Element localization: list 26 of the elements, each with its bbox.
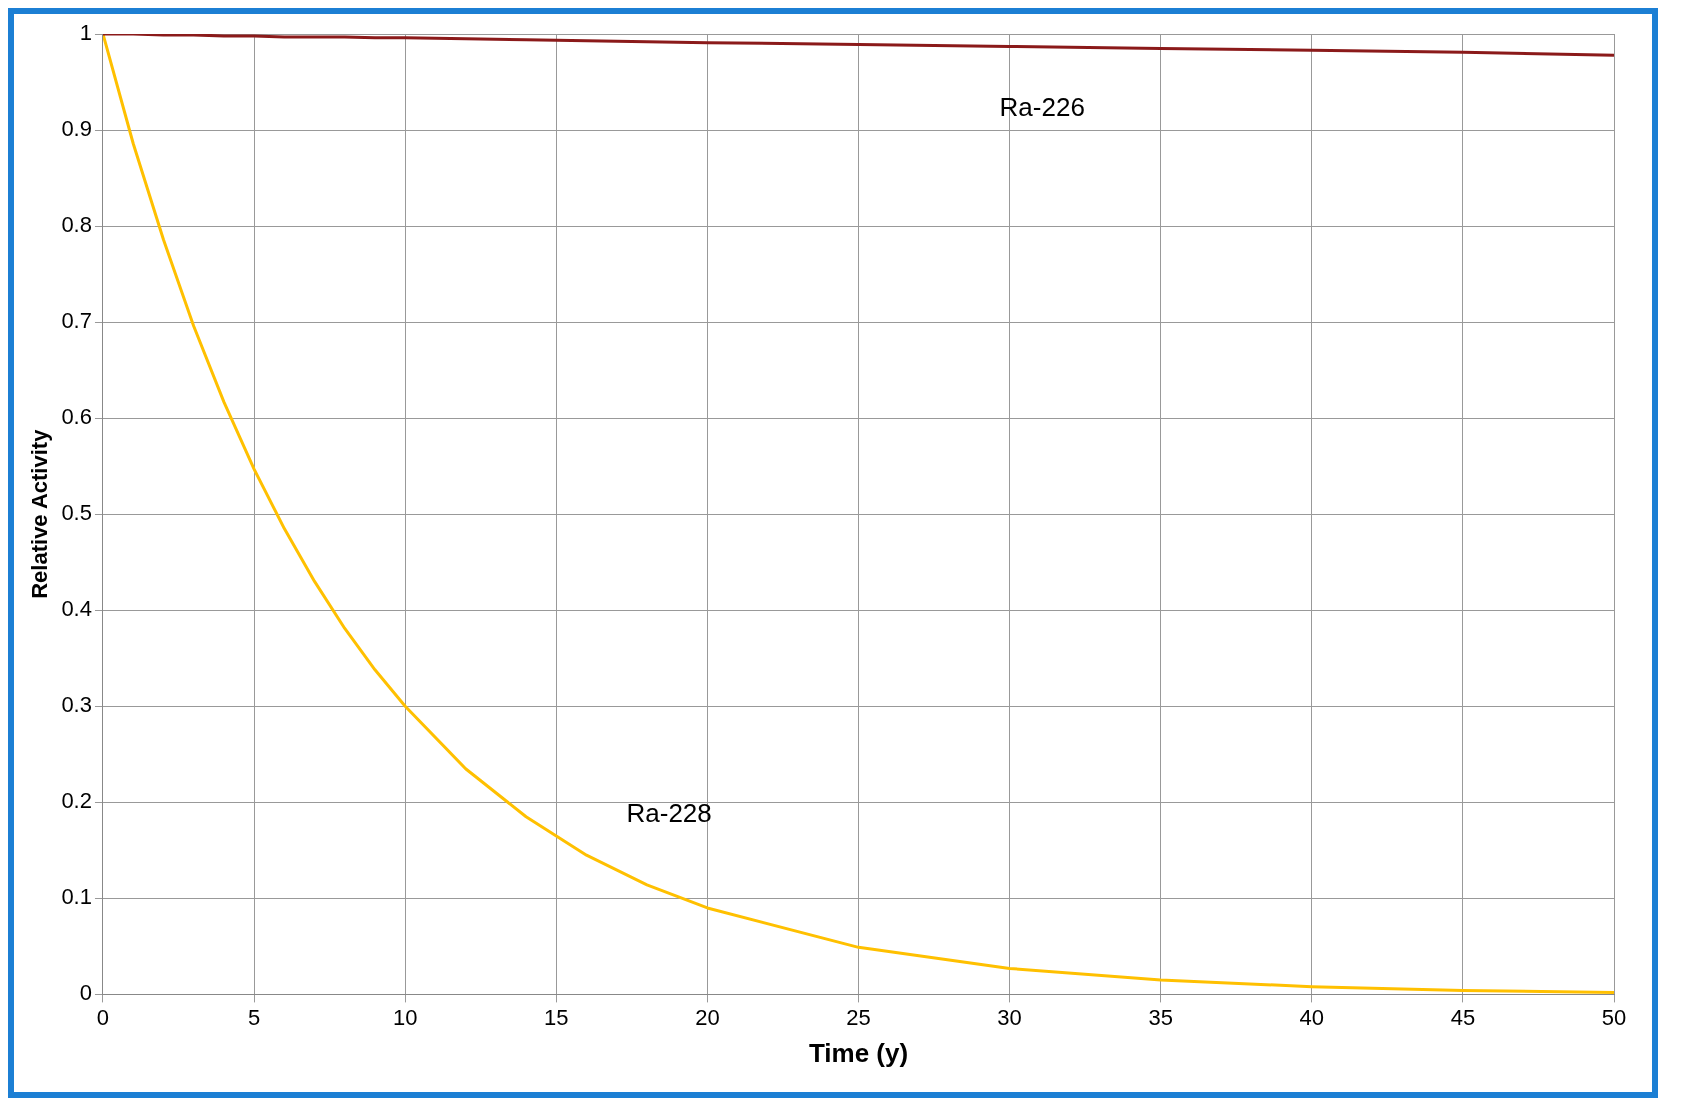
y-axis-title: Relative Activity [27,428,53,599]
y-tick-label: 0.4 [61,596,92,622]
x-axis-title: Time (y) [808,1037,909,1068]
y-tick-label: 0.3 [61,692,92,718]
x-tick-label: 45 [1450,1004,1476,1030]
y-tick-label: 0.6 [61,404,92,430]
y-tick-label: 0.1 [61,884,92,910]
series-label: Ra-226 [999,91,1085,122]
y-tick-label: 0.5 [61,500,92,526]
x-tick-label: 10 [392,1004,418,1030]
x-tick-label: 25 [846,1004,871,1030]
x-tick-label: 50 [1601,1004,1627,1030]
y-tick-label: 1 [79,20,92,46]
x-tick-label: 40 [1299,1004,1325,1030]
y-tick-label: 0.7 [61,308,92,334]
x-tick-label: 35 [1148,1004,1173,1030]
x-tick-label: 15 [544,1004,569,1030]
x-tick-label: 30 [997,1004,1022,1030]
x-tick-label: 5 [247,1004,261,1030]
y-tick-label: 0.2 [61,788,92,814]
x-tick-label: 0 [96,1004,110,1030]
y-tick-label: 0.9 [61,116,92,142]
series-label: Ra-228 [626,798,712,829]
y-tick-label: 0.8 [61,212,92,238]
x-tick-label: 20 [695,1004,720,1030]
y-tick-label: 0 [79,980,92,1006]
